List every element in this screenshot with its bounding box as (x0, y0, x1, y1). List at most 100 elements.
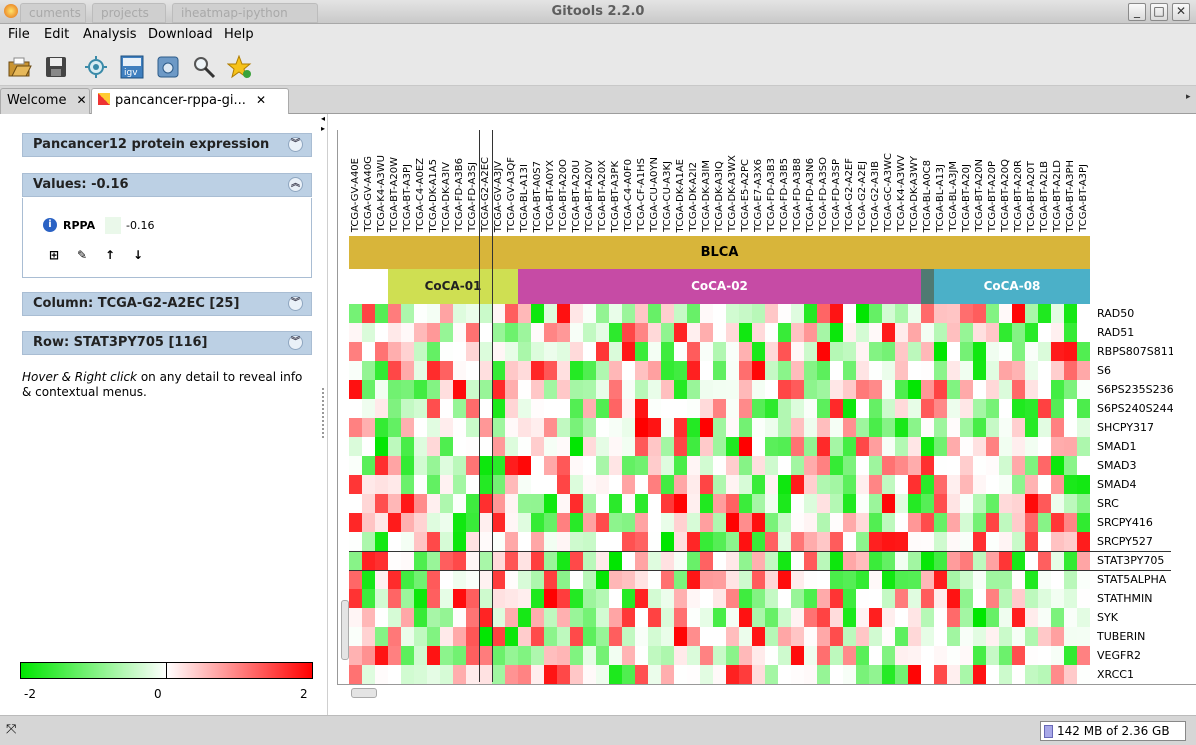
heatmap-cell[interactable] (479, 475, 492, 494)
heatmap-cell[interactable] (713, 418, 726, 437)
heatmap-cell[interactable] (453, 532, 466, 551)
heatmap-cell[interactable] (986, 418, 999, 437)
heatmap-cell[interactable] (960, 380, 973, 399)
heatmap-cell[interactable] (362, 380, 375, 399)
heatmap-cell[interactable] (1038, 551, 1051, 570)
heatmap-cell[interactable] (908, 608, 921, 627)
heatmap-cell[interactable] (934, 513, 947, 532)
heatmap-cell[interactable] (388, 551, 401, 570)
heatmap-cell[interactable] (349, 532, 362, 551)
heatmap-cell[interactable] (453, 646, 466, 665)
heatmap-cell[interactable] (856, 361, 869, 380)
heatmap-cell[interactable] (635, 323, 648, 342)
heatmap-cell[interactable] (999, 665, 1012, 684)
heatmap-cell[interactable] (414, 532, 427, 551)
heatmap-cell[interactable] (830, 323, 843, 342)
heatmap-cell[interactable] (921, 399, 934, 418)
heatmap-cell[interactable] (544, 532, 557, 551)
heatmap-cell[interactable] (1077, 456, 1090, 475)
heatmap-cell[interactable] (934, 665, 947, 684)
heatmap-cell[interactable] (479, 608, 492, 627)
maximize-button[interactable]: □ (1150, 3, 1168, 21)
heatmap-cell[interactable] (609, 646, 622, 665)
igv-icon[interactable]: igv (118, 53, 146, 81)
heatmap-cell[interactable] (739, 323, 752, 342)
heatmap-cell[interactable] (778, 456, 791, 475)
heatmap-cell[interactable] (804, 380, 817, 399)
heatmap-cell[interactable] (921, 380, 934, 399)
heatmap-cell[interactable] (401, 399, 414, 418)
heatmap-cell[interactable] (466, 494, 479, 513)
heatmap-cell[interactable] (830, 342, 843, 361)
tab-welcome[interactable]: Welcome ✕ (0, 88, 90, 114)
heatmap-cell[interactable] (1038, 665, 1051, 684)
heatmap-cell[interactable] (934, 627, 947, 646)
heatmap-cell[interactable] (479, 399, 492, 418)
heatmap-cell[interactable] (349, 342, 362, 361)
heatmap-cell[interactable] (843, 475, 856, 494)
section-header-title[interactable]: Pancancer12 protein expression ︾ (22, 133, 312, 157)
heatmap-cell[interactable] (479, 551, 492, 570)
heatmap-cell[interactable] (700, 551, 713, 570)
heatmap-cell[interactable] (999, 437, 1012, 456)
column-header[interactable]: TCGA-GV-A3QF (505, 130, 518, 234)
heatmap-cell[interactable] (986, 323, 999, 342)
heatmap-cell[interactable] (388, 361, 401, 380)
heatmap-cell[interactable] (882, 513, 895, 532)
heatmap-cell[interactable] (999, 646, 1012, 665)
heatmap-cell[interactable] (882, 532, 895, 551)
heatmap-cell[interactable] (635, 665, 648, 684)
heatmap-cell[interactable] (1038, 589, 1051, 608)
camera-icon[interactable] (154, 53, 182, 81)
heatmap-cell[interactable] (778, 475, 791, 494)
heatmap-cell[interactable] (947, 342, 960, 361)
heatmap-cell[interactable] (869, 304, 882, 323)
heatmap-cell[interactable] (622, 570, 635, 589)
heatmap-cell[interactable] (934, 380, 947, 399)
heatmap-cell[interactable] (414, 418, 427, 437)
heatmap-cell[interactable] (635, 570, 648, 589)
heatmap-cell[interactable] (466, 646, 479, 665)
column-header[interactable]: TCGA-FD-A3SO (817, 130, 830, 234)
heatmap-cell[interactable] (349, 589, 362, 608)
heatmap-cell[interactable] (661, 551, 674, 570)
heatmap-cell[interactable] (401, 608, 414, 627)
heatmap-cell[interactable] (934, 361, 947, 380)
heatmap-cell[interactable] (752, 532, 765, 551)
heatmap-cell[interactable] (804, 570, 817, 589)
heatmap-cell[interactable] (1077, 304, 1090, 323)
heatmap-cell[interactable] (804, 608, 817, 627)
heatmap-cell[interactable] (895, 513, 908, 532)
column-header[interactable]: TCGA-DK-A3WX (726, 130, 739, 234)
heatmap-cell[interactable] (895, 570, 908, 589)
heatmap-cell[interactable] (505, 361, 518, 380)
arrow-down-icon[interactable]: ↓ (133, 248, 144, 262)
heatmap-cell[interactable] (362, 475, 375, 494)
heatmap-cell[interactable] (544, 475, 557, 494)
heatmap-cell[interactable] (1051, 380, 1064, 399)
heatmap-cell[interactable] (401, 646, 414, 665)
heatmap-cell[interactable] (726, 380, 739, 399)
heatmap-cell[interactable] (934, 304, 947, 323)
heatmap-cell[interactable] (973, 627, 986, 646)
heatmap-cell[interactable] (661, 570, 674, 589)
column-header[interactable]: TCGA-K4-A3WU (375, 130, 388, 234)
heatmap-cell[interactable] (947, 532, 960, 551)
heatmap-cell[interactable] (752, 608, 765, 627)
heatmap-cell[interactable] (557, 646, 570, 665)
column-header[interactable]: TCGA-BT-A2LD (1051, 130, 1064, 234)
heatmap-cell[interactable] (752, 551, 765, 570)
heatmap-cell[interactable] (570, 627, 583, 646)
heatmap-cell[interactable] (648, 513, 661, 532)
row-label[interactable]: SYK (1097, 611, 1118, 624)
heatmap-cell[interactable] (856, 570, 869, 589)
heatmap-cell[interactable] (765, 475, 778, 494)
heatmap-cell[interactable] (791, 646, 804, 665)
heatmap-cell[interactable] (596, 532, 609, 551)
magnifier-icon[interactable] (190, 53, 218, 81)
heatmap-cell[interactable] (362, 551, 375, 570)
heatmap-cell[interactable] (921, 665, 934, 684)
heatmap-cell[interactable] (648, 437, 661, 456)
heatmap-cell[interactable] (453, 399, 466, 418)
heatmap-cell[interactable] (531, 589, 544, 608)
